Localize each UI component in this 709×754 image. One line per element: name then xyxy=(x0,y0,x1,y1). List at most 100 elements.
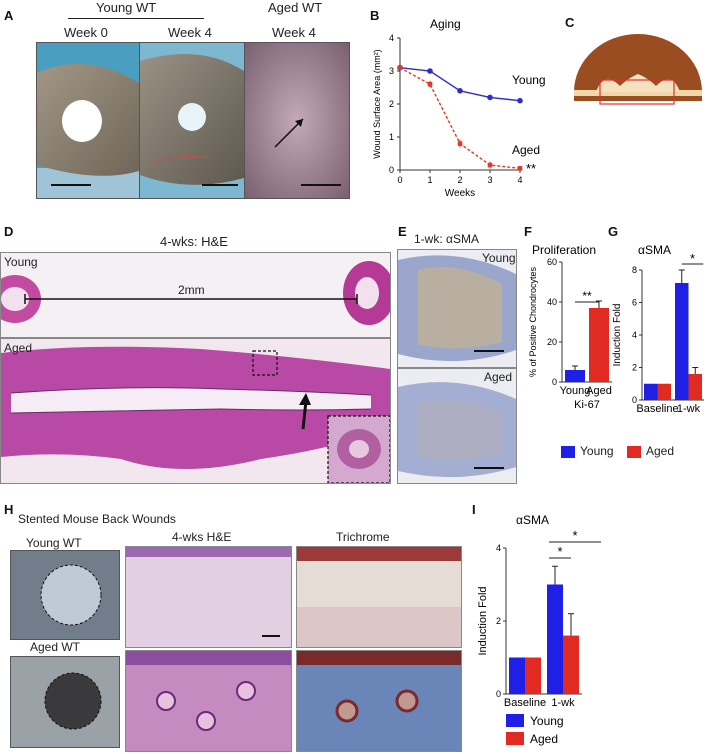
chart-b-point-young xyxy=(427,68,433,74)
chart-f-ytick-label: 40 xyxy=(547,297,557,307)
panel-e-young-label: Young xyxy=(482,251,516,265)
histology-stented-aged-trichrome xyxy=(296,650,462,752)
chart-f-significance: ** xyxy=(582,289,592,303)
photo-stented-young xyxy=(10,550,120,640)
histology-aged-he xyxy=(0,338,391,484)
panel-g-label: G xyxy=(608,224,619,239)
chart-b-xlabel: Weeks xyxy=(445,188,475,199)
histology-stented-young-he xyxy=(125,546,292,648)
photo-young-week0 xyxy=(36,42,140,199)
panel-c-label: C xyxy=(565,15,575,30)
panel-h-col-trichrome: Trichrome xyxy=(336,530,390,544)
chart-b-ytick-label: 4 xyxy=(389,33,394,43)
legend-fg-aged-label: Aged xyxy=(646,444,675,458)
ihc-young-asma xyxy=(397,249,517,368)
chart-g-ytick-label: 6 xyxy=(632,298,637,308)
chart-i-significance-1: * xyxy=(572,528,577,543)
panel-h-young-label: Young WT xyxy=(26,536,82,550)
chart-f-ytick-label: 60 xyxy=(547,257,557,267)
group-label-aged: Aged WT xyxy=(268,0,323,15)
panel-h-label: H xyxy=(4,502,14,517)
chart-b-point-aged xyxy=(427,81,433,87)
panel-d-aged-label: Aged xyxy=(4,341,33,355)
chart-b-significance: ** xyxy=(526,161,536,176)
photo-young-week4 xyxy=(139,42,245,199)
chart-i-ylabel: Induction Fold xyxy=(477,586,489,655)
chart-i-category-label: 1-wk xyxy=(551,697,575,709)
chart-i-bar-young xyxy=(547,584,563,694)
panel-h-col-he: 4-wks H&E xyxy=(172,530,232,544)
chart-g-title: αSMA xyxy=(638,243,671,257)
col-label-week4-young: Week 4 xyxy=(168,25,212,40)
chart-i-bar-aged xyxy=(563,635,579,694)
panel-d-young-label: Young xyxy=(4,255,38,269)
panel-e-label: E xyxy=(398,224,407,239)
chart-g-bar-aged xyxy=(688,374,702,400)
col-label-week0: Week 0 xyxy=(64,25,108,40)
chart-i-bar-aged xyxy=(525,657,541,694)
chart-b-point-young xyxy=(517,97,523,104)
chart-i-asma: 0 2 4 Baseline 1-wk αSMA Induction Fold * * Young… xyxy=(477,513,601,746)
chart-i-legend-swatch-aged xyxy=(506,732,524,745)
chart-f-proliferation: Proliferation 0 20 40 60 % of Positive Chondr… xyxy=(528,243,612,411)
chart-i-category-label: Baseline xyxy=(504,697,546,709)
chart-b-point-young xyxy=(457,88,463,94)
chart-b-xtick-label: 0 xyxy=(397,175,402,185)
photo-aged-week4 xyxy=(244,42,350,199)
chart-i-ytick-label: 0 xyxy=(496,689,501,699)
chart-g-ytick-label: 8 xyxy=(632,265,637,275)
panel-d-label: D xyxy=(4,224,14,239)
chart-i-bar-young xyxy=(509,657,525,694)
panel-f-label: F xyxy=(524,224,532,239)
chart-b-ylabel: Wound Surface Area (mm²) xyxy=(372,49,382,158)
chart-f-ytick-label: 0 xyxy=(552,377,557,387)
histology-young-he xyxy=(0,252,391,338)
legend-fg-aged-swatch xyxy=(627,446,641,458)
chart-i-legend-swatch-young xyxy=(506,714,524,727)
chart-b-ytick-label: 2 xyxy=(389,99,394,109)
chart-b-point-aged xyxy=(487,162,493,168)
chart-f-title: Proliferation xyxy=(532,243,596,257)
chart-f-ytick-label: 20 xyxy=(547,337,557,347)
chart-b-title: Aging xyxy=(430,18,461,31)
chart-b-series-young-line xyxy=(399,67,521,102)
chart-g-category-label: 1-wk xyxy=(677,403,701,415)
chart-g-significance: * xyxy=(690,251,695,266)
chart-g-bar-young xyxy=(675,283,689,400)
chart-b-point-aged xyxy=(397,65,403,70)
panel-h-title: Stented Mouse Back Wounds xyxy=(18,512,176,526)
histology-stented-aged-he xyxy=(125,650,292,752)
chart-b-xtick-label: 4 xyxy=(517,175,522,185)
chart-i-legend-label-young: Young xyxy=(530,714,564,728)
chart-b-series-aged-line xyxy=(399,67,521,170)
histology-stented-young-trichrome xyxy=(296,546,462,648)
chart-b-series-label-young: Young xyxy=(512,73,546,87)
panel-b-label: B xyxy=(370,8,380,23)
chart-i-title: αSMA xyxy=(516,513,549,527)
chart-b-xtick-label: 2 xyxy=(457,175,462,185)
chart-f-bar-aged xyxy=(589,308,609,382)
chart-g-bar-aged xyxy=(657,383,671,400)
chart-g-bar-young xyxy=(644,383,658,400)
chart-f-category-label: Young xyxy=(560,385,591,397)
chart-i-significance-2: * xyxy=(557,544,562,559)
chart-g-ytick-label: 2 xyxy=(632,363,637,373)
col-label-week4-aged: Week 4 xyxy=(272,25,316,40)
chart-g-ytick-label: 4 xyxy=(632,330,637,340)
chart-b-xtick-label: 3 xyxy=(487,175,492,185)
legend-fg-young-swatch xyxy=(561,446,575,458)
chart-b-point-aged xyxy=(457,141,463,146)
chart-i-legend-label-aged: Aged xyxy=(530,732,558,746)
chart-b-ytick-label: 1 xyxy=(389,132,394,142)
chart-b-ytick-label: 0 xyxy=(389,165,394,175)
panel-d-title: 4-wks: H&E xyxy=(160,234,228,249)
panel-e-title: 1-wk: αSMA xyxy=(414,232,479,246)
panel-i-label: I xyxy=(472,502,476,517)
chart-b-point-young xyxy=(487,94,493,101)
group-underline xyxy=(68,18,204,19)
chart-b-ytick-label: 3 xyxy=(389,66,394,76)
chart-b-point-aged xyxy=(517,166,523,171)
chart-f-xlabel: Ki-67 xyxy=(574,399,600,411)
panel-d-scale-text: 2mm xyxy=(178,283,205,297)
